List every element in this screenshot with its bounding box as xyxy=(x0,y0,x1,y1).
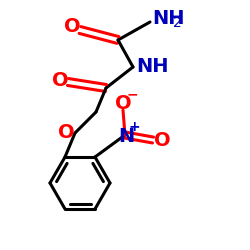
Text: O: O xyxy=(154,130,170,150)
Text: $_2$: $_2$ xyxy=(172,12,182,30)
Text: N: N xyxy=(118,126,134,146)
Text: O: O xyxy=(115,94,131,112)
Text: −: − xyxy=(126,87,138,101)
Text: +: + xyxy=(128,120,140,134)
Text: NH: NH xyxy=(136,58,168,76)
Text: O: O xyxy=(58,124,74,142)
Text: O: O xyxy=(64,18,80,36)
Text: O: O xyxy=(52,70,68,90)
Text: NH: NH xyxy=(152,10,184,29)
